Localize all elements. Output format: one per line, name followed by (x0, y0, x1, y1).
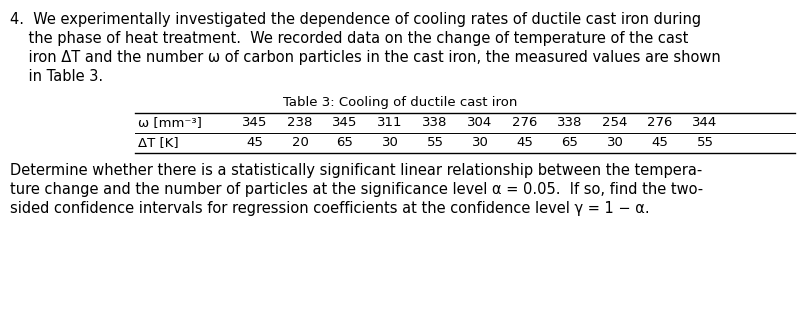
Text: the phase of heat treatment.  We recorded data on the change of temperature of t: the phase of heat treatment. We recorded… (10, 31, 688, 46)
Text: 304: 304 (467, 116, 493, 129)
Text: 30: 30 (471, 136, 489, 149)
Text: 276: 276 (647, 116, 673, 129)
Text: 4.  We experimentally investigated the dependence of cooling rates of ductile ca: 4. We experimentally investigated the de… (10, 12, 701, 27)
Text: 45: 45 (651, 136, 669, 149)
Text: ture change and the number of particles at the significance level α = 0.05.  If : ture change and the number of particles … (10, 182, 703, 197)
Text: iron ΔT and the number ω of carbon particles in the cast iron, the measured valu: iron ΔT and the number ω of carbon parti… (10, 50, 721, 65)
Text: 30: 30 (606, 136, 623, 149)
Text: 311: 311 (378, 116, 402, 129)
Text: ΔT [K]: ΔT [K] (138, 136, 178, 149)
Text: Table 3: Cooling of ductile cast iron: Table 3: Cooling of ductile cast iron (283, 96, 517, 109)
Text: ω [mm⁻³]: ω [mm⁻³] (138, 116, 202, 129)
Text: 344: 344 (692, 116, 718, 129)
Text: 55: 55 (697, 136, 714, 149)
Text: in Table 3.: in Table 3. (10, 69, 103, 84)
Text: 254: 254 (602, 116, 628, 129)
Text: 345: 345 (242, 116, 268, 129)
Text: 276: 276 (512, 116, 538, 129)
Text: Determine whether there is a statistically significant linear relationship betwe: Determine whether there is a statistical… (10, 163, 702, 178)
Text: 345: 345 (332, 116, 358, 129)
Text: 20: 20 (291, 136, 309, 149)
Text: 338: 338 (422, 116, 448, 129)
Text: 30: 30 (382, 136, 398, 149)
Text: 338: 338 (558, 116, 582, 129)
Text: sided confidence intervals for regression coefficients at the confidence level γ: sided confidence intervals for regressio… (10, 201, 650, 216)
Text: 65: 65 (337, 136, 354, 149)
Text: 45: 45 (517, 136, 534, 149)
Text: 238: 238 (287, 116, 313, 129)
Text: 55: 55 (426, 136, 443, 149)
Text: 45: 45 (246, 136, 263, 149)
Text: 65: 65 (562, 136, 578, 149)
